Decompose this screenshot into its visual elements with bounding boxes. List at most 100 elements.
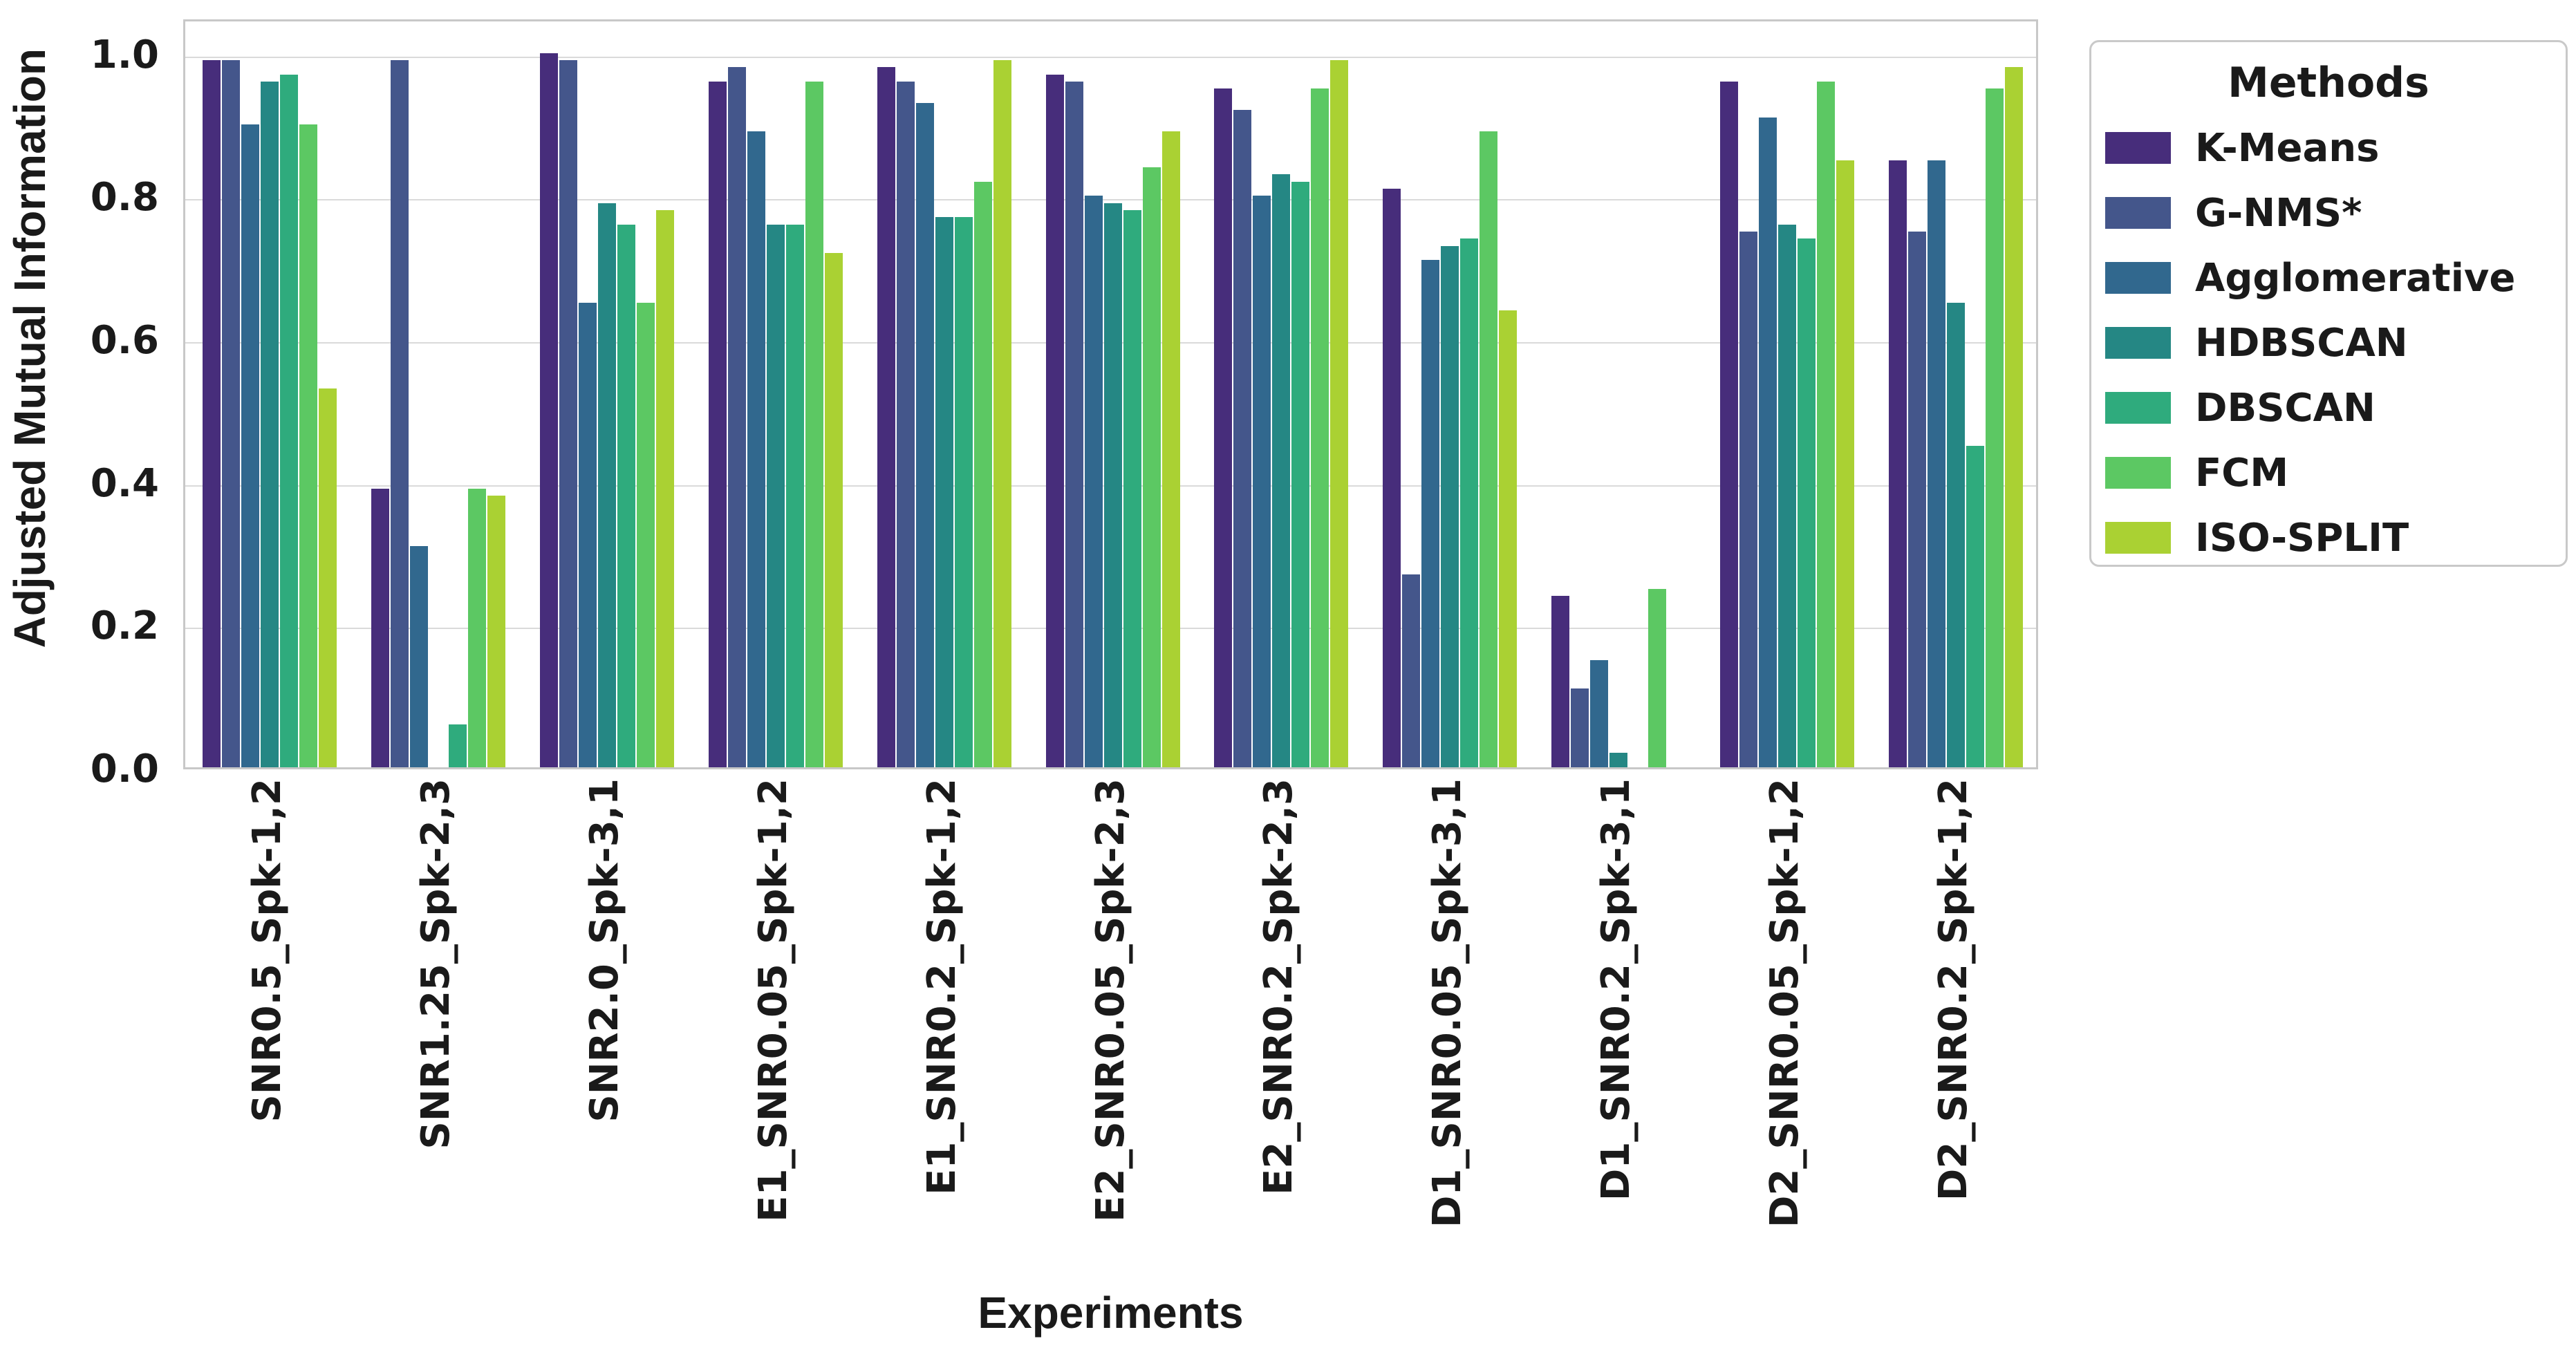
x-tick-label: D2_SNR0.05_Spk-1,2 bbox=[1762, 778, 1808, 1228]
bar-Agglomerative-E2_SNR0.2_Spk-2,3 bbox=[1253, 196, 1271, 767]
legend-item-label: G-NMS* bbox=[2195, 190, 2362, 236]
bar-HDBSCAN-D1_SNR0.2_Spk-3,1 bbox=[1609, 753, 1628, 767]
legend-item-G-NMS*: G-NMS* bbox=[2091, 180, 2566, 245]
bar-ISO-SPLIT-SNR0.5_Spk-1,2 bbox=[318, 388, 337, 767]
bar-FCM-E1_SNR0.05_Spk-1,2 bbox=[805, 82, 823, 767]
bar-HDBSCAN-SNR2.0_Spk-3,1 bbox=[597, 203, 616, 767]
legend-item-label: HDBSCAN bbox=[2195, 320, 2408, 366]
x-tick-label: E1_SNR0.05_Spk-1,2 bbox=[750, 778, 796, 1222]
bar-FCM-E1_SNR0.2_Spk-1,2 bbox=[973, 181, 992, 767]
bar-K-Means-D1_SNR0.2_Spk-3,1 bbox=[1551, 596, 1570, 767]
bar-K-Means-E2_SNR0.05_Spk-2,3 bbox=[1045, 74, 1064, 767]
y-tick-label: 0.6 bbox=[90, 318, 159, 363]
x-tick-label: D1_SNR0.05_Spk-3,1 bbox=[1425, 778, 1471, 1228]
bar-ISO-SPLIT-E1_SNR0.2_Spk-1,2 bbox=[993, 60, 1011, 767]
bar-K-Means-D2_SNR0.2_Spk-1,2 bbox=[1889, 160, 1907, 767]
bar-Agglomerative-SNR1.25_Spk-2,3 bbox=[409, 545, 428, 767]
bar-FCM-E2_SNR0.2_Spk-2,3 bbox=[1311, 88, 1329, 767]
x-tick-label: E1_SNR0.2_Spk-1,2 bbox=[919, 778, 964, 1195]
x-tick-label: SNR1.25_Spk-2,3 bbox=[413, 778, 458, 1150]
bar-G-NMS*-D2_SNR0.2_Spk-1,2 bbox=[1908, 232, 1927, 767]
legend-item-Agglomerative: Agglomerative bbox=[2091, 245, 2566, 310]
legend-item-K-Means: K-Means bbox=[2091, 115, 2566, 180]
bar-DBSCAN-E1_SNR0.05_Spk-1,2 bbox=[785, 224, 804, 767]
bar-G-NMS*-D1_SNR0.05_Spk-3,1 bbox=[1402, 574, 1421, 767]
bar-DBSCAN-E1_SNR0.2_Spk-1,2 bbox=[954, 217, 973, 767]
bar-FCM-SNR0.5_Spk-1,2 bbox=[299, 124, 317, 767]
bar-ISO-SPLIT-D2_SNR0.2_Spk-1,2 bbox=[2005, 67, 2024, 767]
bar-HDBSCAN-SNR0.5_Spk-1,2 bbox=[260, 82, 279, 767]
gridline bbox=[185, 56, 2036, 58]
legend: Methods K-Means G-NMS* Agglomerative HDBSCA… bbox=[2089, 40, 2568, 567]
bar-DBSCAN-E2_SNR0.2_Spk-2,3 bbox=[1291, 181, 1310, 767]
legend-swatch bbox=[2105, 327, 2171, 359]
bar-FCM-D2_SNR0.05_Spk-1,2 bbox=[1817, 82, 1836, 767]
bar-Agglomerative-SNR0.5_Spk-1,2 bbox=[241, 124, 259, 767]
bar-DBSCAN-D2_SNR0.2_Spk-1,2 bbox=[1966, 446, 1985, 767]
bar-K-Means-SNR0.5_Spk-1,2 bbox=[202, 60, 221, 767]
bar-K-Means-D2_SNR0.05_Spk-1,2 bbox=[1720, 82, 1739, 767]
bar-ISO-SPLIT-SNR1.25_Spk-2,3 bbox=[487, 496, 505, 767]
bar-ISO-SPLIT-D1_SNR0.05_Spk-3,1 bbox=[1499, 310, 1518, 767]
bar-G-NMS*-D2_SNR0.05_Spk-1,2 bbox=[1739, 232, 1758, 767]
bar-DBSCAN-SNR2.0_Spk-3,1 bbox=[617, 224, 635, 767]
bar-ISO-SPLIT-E2_SNR0.2_Spk-2,3 bbox=[1330, 60, 1349, 767]
x-axis-title: Experiments bbox=[978, 1288, 1244, 1338]
x-tick-label: SNR0.5_Spk-1,2 bbox=[244, 778, 290, 1123]
bar-Agglomerative-E1_SNR0.05_Spk-1,2 bbox=[747, 131, 765, 767]
bar-G-NMS*-SNR1.25_Spk-2,3 bbox=[390, 60, 409, 767]
y-tick-label: 0.4 bbox=[90, 460, 159, 506]
bar-G-NMS*-E1_SNR0.05_Spk-1,2 bbox=[727, 67, 746, 767]
bar-Agglomerative-E1_SNR0.2_Spk-1,2 bbox=[915, 103, 934, 767]
legend-swatch bbox=[2105, 132, 2171, 164]
x-tick-label: D1_SNR0.2_Spk-3,1 bbox=[1594, 778, 1639, 1201]
bar-HDBSCAN-E1_SNR0.2_Spk-1,2 bbox=[935, 217, 953, 767]
y-tick-label: 0.8 bbox=[90, 175, 159, 221]
bar-Agglomerative-D1_SNR0.05_Spk-3,1 bbox=[1421, 260, 1440, 767]
legend-item-label: ISO-SPLIT bbox=[2195, 515, 2409, 561]
legend-item-HDBSCAN: HDBSCAN bbox=[2091, 310, 2566, 375]
bar-FCM-E2_SNR0.05_Spk-2,3 bbox=[1142, 167, 1161, 767]
legend-swatch bbox=[2105, 392, 2171, 424]
legend-item-FCM: FCM bbox=[2091, 440, 2566, 505]
bar-ISO-SPLIT-SNR2.0_Spk-3,1 bbox=[655, 210, 674, 767]
bar-ISO-SPLIT-D2_SNR0.05_Spk-1,2 bbox=[1836, 160, 1855, 767]
bar-HDBSCAN-E2_SNR0.2_Spk-2,3 bbox=[1272, 174, 1291, 767]
bar-FCM-D2_SNR0.2_Spk-1,2 bbox=[1986, 88, 2004, 767]
bar-HDBSCAN-D2_SNR0.05_Spk-1,2 bbox=[1778, 224, 1797, 767]
legend-item-label: Agglomerative bbox=[2195, 255, 2516, 301]
x-tick-label: SNR2.0_Spk-3,1 bbox=[581, 778, 627, 1123]
bar-FCM-D1_SNR0.05_Spk-3,1 bbox=[1480, 131, 1498, 767]
bar-Agglomerative-D2_SNR0.05_Spk-1,2 bbox=[1759, 117, 1777, 767]
bar-Agglomerative-D2_SNR0.2_Spk-1,2 bbox=[1928, 160, 1946, 767]
bar-Agglomerative-E2_SNR0.05_Spk-2,3 bbox=[1084, 196, 1103, 767]
legend-items: K-Means G-NMS* Agglomerative HDBSCAN DBSCAN F… bbox=[2091, 115, 2566, 570]
legend-title: Methods bbox=[2228, 59, 2429, 107]
x-tick-label: E2_SNR0.05_Spk-2,3 bbox=[1088, 778, 1133, 1222]
legend-item-label: K-Means bbox=[2195, 125, 2380, 171]
legend-swatch bbox=[2105, 522, 2171, 554]
bar-FCM-D1_SNR0.2_Spk-3,1 bbox=[1648, 588, 1667, 767]
bar-Agglomerative-D1_SNR0.2_Spk-3,1 bbox=[1590, 660, 1609, 767]
bar-G-NMS*-E2_SNR0.2_Spk-2,3 bbox=[1233, 110, 1252, 767]
legend-item-label: FCM bbox=[2195, 450, 2289, 496]
y-tick-label: 1.0 bbox=[90, 32, 159, 77]
legend-item-DBSCAN: DBSCAN bbox=[2091, 375, 2566, 440]
bar-K-Means-E1_SNR0.2_Spk-1,2 bbox=[877, 67, 895, 767]
bar-G-NMS*-E2_SNR0.05_Spk-2,3 bbox=[1065, 82, 1083, 767]
legend-item-label: DBSCAN bbox=[2195, 385, 2376, 431]
bar-DBSCAN-D1_SNR0.05_Spk-3,1 bbox=[1460, 238, 1479, 767]
bar-HDBSCAN-D2_SNR0.2_Spk-1,2 bbox=[1947, 303, 1966, 767]
bar-DBSCAN-D2_SNR0.05_Spk-1,2 bbox=[1798, 238, 1816, 767]
legend-swatch bbox=[2105, 457, 2171, 489]
bar-FCM-SNR1.25_Spk-2,3 bbox=[467, 489, 486, 767]
bar-K-Means-D1_SNR0.05_Spk-3,1 bbox=[1383, 189, 1401, 767]
bar-G-NMS*-D1_SNR0.2_Spk-3,1 bbox=[1571, 688, 1589, 767]
bar-FCM-SNR2.0_Spk-3,1 bbox=[636, 303, 655, 767]
y-tick-label: 0.2 bbox=[90, 603, 159, 649]
legend-swatch bbox=[2105, 262, 2171, 294]
bar-K-Means-E1_SNR0.05_Spk-1,2 bbox=[708, 82, 727, 767]
plot-area bbox=[183, 19, 2038, 769]
y-tick-label: 0.0 bbox=[90, 747, 159, 791]
